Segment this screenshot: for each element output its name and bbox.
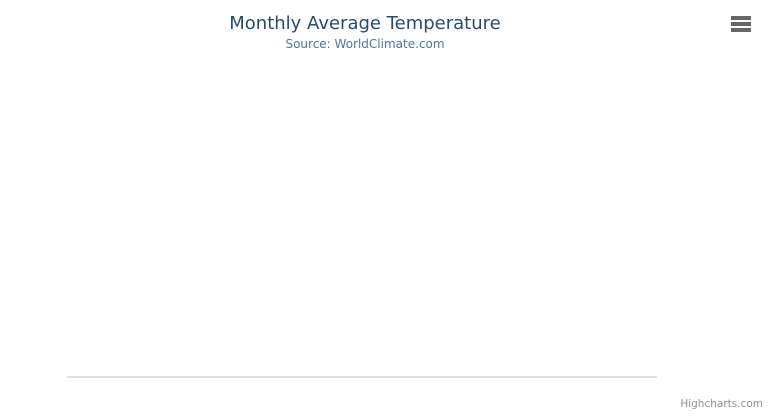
chart-title: Monthly Average Temperature bbox=[229, 13, 501, 34]
export-menu-button[interactable] bbox=[727, 11, 755, 37]
credits-link[interactable]: Highcharts.com bbox=[680, 398, 763, 410]
chart-subtitle: Source: WorldClimate.com bbox=[285, 37, 445, 51]
